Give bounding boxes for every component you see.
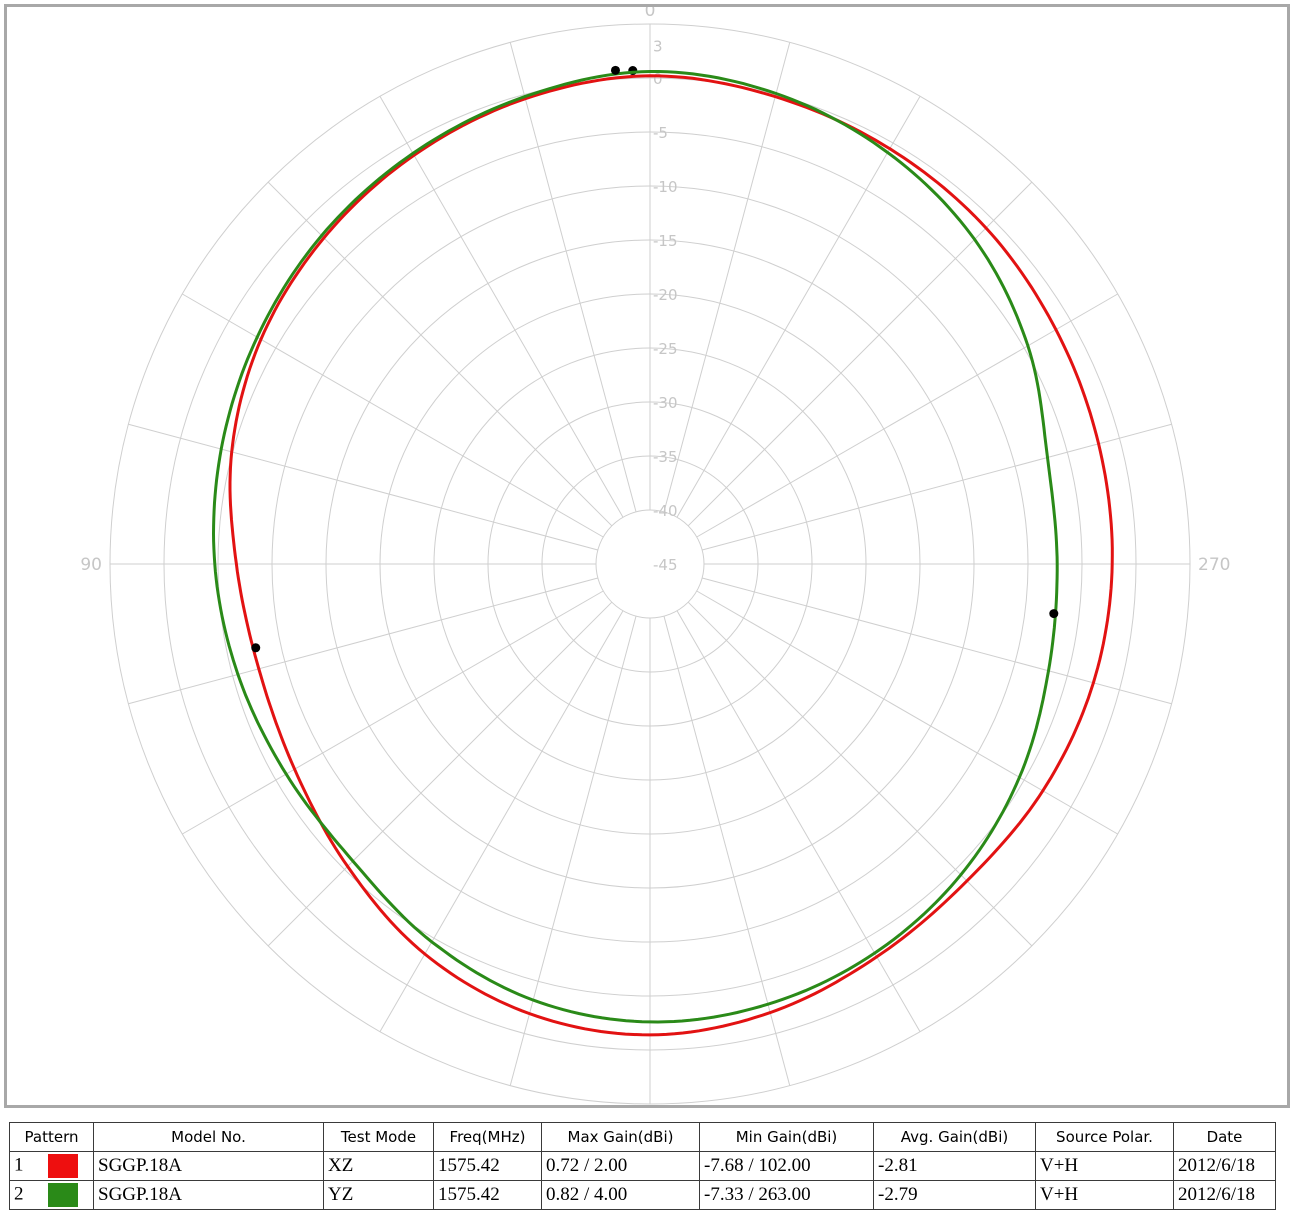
grid-spoke <box>128 577 598 705</box>
header-min-gain: Min Gain(dBi) <box>699 1122 874 1152</box>
radial-tick-label: -25 <box>653 340 678 358</box>
header-freq: Freq(MHz) <box>433 1122 542 1152</box>
extreme-marker <box>251 643 261 653</box>
pattern-number: 2 <box>14 1183 24 1205</box>
min-gain-cell: -7.68 / 102.00 <box>699 1151 874 1181</box>
polar-chart-frame: 09018027030-5-10-15-20-25-30-35-40-45 <box>4 4 1290 1108</box>
grid-spoke <box>696 590 1118 835</box>
radial-tick-label: 3 <box>653 38 663 56</box>
angle-tick-label: 0 <box>645 7 656 21</box>
angle-tick-label: 90 <box>80 555 102 575</box>
source-polar-cell: V+H <box>1035 1180 1174 1210</box>
grid-spoke <box>379 610 624 1032</box>
avg-gain-cell: -2.79 <box>873 1180 1036 1210</box>
radial-tick-label: -5 <box>653 124 668 142</box>
grid-spoke <box>182 293 604 538</box>
model-cell: SGGP.18A <box>93 1180 324 1210</box>
grid-spoke <box>379 96 624 518</box>
grid-spoke <box>509 42 637 512</box>
min-gain-cell: -7.33 / 263.00 <box>699 1180 874 1210</box>
grid-spoke <box>702 577 1172 705</box>
polar-labels: 09018027030-5-10-15-20-25-30-35-40-45 <box>80 7 1230 575</box>
header-max-gain: Max Gain(dBi) <box>541 1122 700 1152</box>
model-cell: SGGP.18A <box>93 1151 324 1181</box>
date-cell: 2012/6/18 <box>1173 1151 1276 1181</box>
avg-gain-cell: -2.81 <box>873 1151 1036 1181</box>
table-row: 1 SGGP.18A XZ 1575.42 0.72 / 2.00 -7.68 … <box>9 1151 1276 1181</box>
grid-spoke <box>509 616 637 1086</box>
source-polar-cell: V+H <box>1035 1151 1174 1181</box>
date-cell: 2012/6/18 <box>1173 1180 1276 1210</box>
pattern-traces <box>211 65 1114 1037</box>
header-date: Date <box>1173 1122 1276 1152</box>
radial-tick-label: -15 <box>653 232 678 250</box>
grid-spoke <box>663 616 791 1086</box>
radial-tick-label: -45 <box>653 556 678 574</box>
pattern-legend-table: Pattern Model No. Test Mode Freq(MHz) Ma… <box>9 1122 1276 1210</box>
pattern-color-swatch <box>47 1183 78 1207</box>
freq-cell: 1575.42 <box>433 1180 542 1210</box>
series-line-1 <box>228 74 1114 1037</box>
grid-spoke <box>702 423 1172 551</box>
grid-spoke <box>267 601 613 947</box>
radial-tick-label: 0 <box>653 70 663 88</box>
pattern-cell: 1 <box>9 1151 94 1181</box>
table-row: 2 SGGP.18A YZ 1575.42 0.82 / 4.00 -7.33 … <box>9 1180 1276 1210</box>
mode-cell: YZ <box>323 1180 434 1210</box>
header-test-mode: Test Mode <box>323 1122 434 1152</box>
grid-spoke <box>182 590 604 835</box>
mode-cell: XZ <box>323 1151 434 1181</box>
pattern-cell: 2 <box>9 1180 94 1210</box>
pattern-color-swatch <box>47 1154 78 1178</box>
radial-tick-label: -35 <box>653 448 678 466</box>
grid-spoke <box>267 181 613 527</box>
angle-tick-label: 270 <box>1198 555 1230 575</box>
header-model: Model No. <box>93 1122 324 1152</box>
pattern-number: 1 <box>14 1154 24 1176</box>
grid-spoke <box>663 42 791 512</box>
grid-spoke <box>696 293 1118 538</box>
radial-tick-label: -30 <box>653 394 678 412</box>
max-gain-cell: 0.82 / 4.00 <box>541 1180 700 1210</box>
header-pattern: Pattern <box>9 1122 94 1152</box>
grid-spoke <box>676 96 921 518</box>
grid-spoke <box>687 601 1033 947</box>
series-line-2 <box>211 70 1059 1024</box>
extreme-marker <box>1049 609 1059 619</box>
radial-tick-label: -10 <box>653 178 678 196</box>
freq-cell: 1575.42 <box>433 1151 542 1181</box>
header-avg-gain: Avg. Gain(dBi) <box>873 1122 1036 1152</box>
radial-tick-label: -40 <box>653 502 678 520</box>
grid-spoke <box>128 423 598 551</box>
polar-grid <box>109 23 1191 1105</box>
legend-header-row: Pattern Model No. Test Mode Freq(MHz) Ma… <box>9 1122 1276 1152</box>
grid-spoke <box>687 181 1033 527</box>
polar-chart: 09018027030-5-10-15-20-25-30-35-40-45 <box>80 7 1230 1105</box>
radial-tick-label: -20 <box>653 286 678 304</box>
extreme-marker <box>610 65 620 75</box>
header-source-polar: Source Polar. <box>1035 1122 1174 1152</box>
max-gain-cell: 0.72 / 2.00 <box>541 1151 700 1181</box>
grid-ring <box>595 509 705 619</box>
grid-spoke <box>676 610 921 1032</box>
